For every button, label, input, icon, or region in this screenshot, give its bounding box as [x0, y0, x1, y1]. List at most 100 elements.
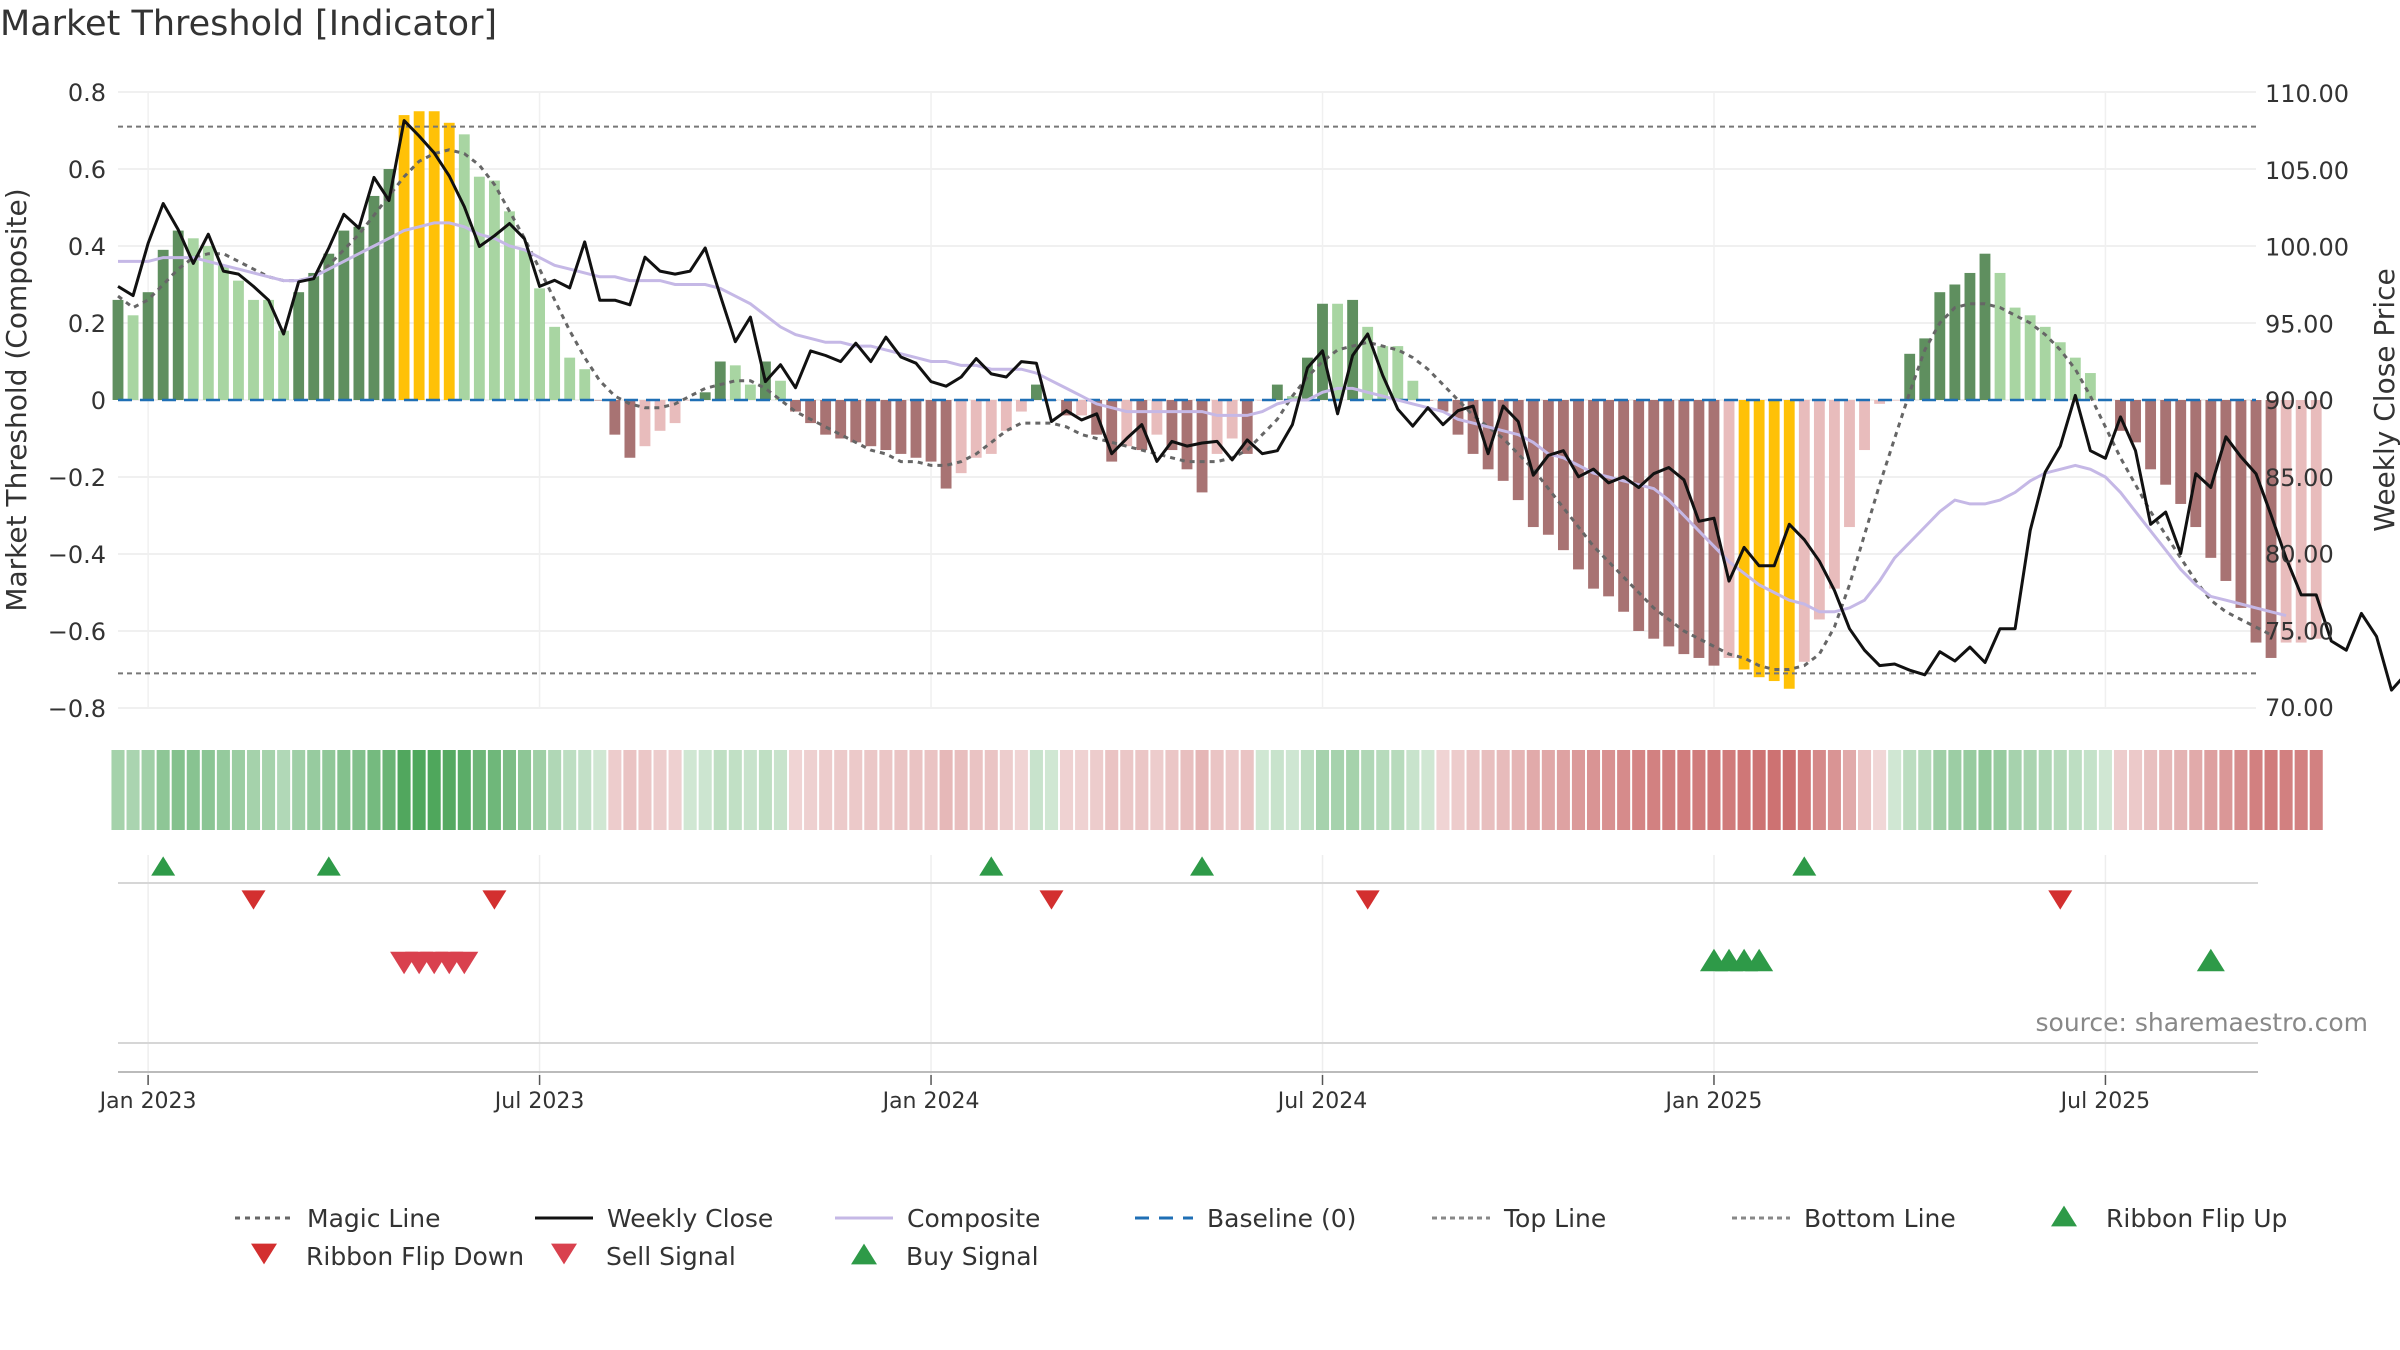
ribbon-cell: [1090, 750, 1104, 830]
threshold-bar: [985, 400, 997, 454]
threshold-bar: [910, 400, 922, 458]
ribbon-cell: [246, 750, 261, 830]
ribbon-cell: [1255, 750, 1269, 830]
ribbon-cell: [1812, 750, 1826, 830]
threshold-bar: [1000, 400, 1012, 431]
legend-label: Baseline (0): [1207, 1204, 1356, 1233]
left-tick-label: 0: [91, 387, 106, 415]
ribbon-cell: [2159, 750, 2173, 830]
ribbon-cell: [1075, 750, 1089, 830]
threshold-bar: [1527, 400, 1539, 528]
ribbon-cell: [578, 750, 592, 830]
threshold-bar: [2280, 400, 2292, 643]
legend: Magic Line Weekly Close Composite Baseline …: [235, 1204, 2287, 1271]
threshold-bar: [202, 246, 214, 400]
ribbon-cell: [2129, 750, 2143, 830]
ribbon-cell: [2083, 750, 2097, 830]
threshold-bar: [413, 111, 425, 400]
ribbon-cell: [879, 750, 893, 830]
ribbon-cell: [1767, 750, 1781, 830]
ribbon-cell: [141, 750, 155, 830]
buy-signal-marker: [1745, 948, 1774, 972]
threshold-bar: [2220, 400, 2232, 581]
ribbon-cell: [2234, 750, 2248, 830]
threshold-bar: [1181, 400, 1193, 470]
threshold-bar: [1347, 299, 1359, 400]
threshold-bar: [2160, 400, 2172, 485]
ribbon-cell: [487, 750, 501, 830]
ribbon-cell: [909, 750, 923, 830]
legend-label: Sell Signal: [606, 1242, 736, 1271]
threshold-bar: [1859, 400, 1870, 451]
ribbon-strip: [111, 750, 2323, 830]
ribbon-cell: [1496, 750, 1510, 830]
threshold-bar: [1211, 400, 1223, 454]
threshold-bar: [1934, 292, 1946, 400]
ribbon-flip-up-marker: [316, 856, 341, 876]
threshold-bar: [1151, 400, 1163, 435]
threshold-bar: [2235, 400, 2247, 608]
ribbon-cell: [1918, 750, 1932, 830]
ribbon-cell: [1240, 750, 1254, 830]
threshold-bar: [1798, 400, 1810, 662]
ribbon-cell: [201, 750, 215, 830]
threshold-bar: [1061, 400, 1072, 416]
ribbon-cell: [216, 750, 230, 830]
ribbon-cell: [1361, 750, 1375, 830]
threshold-bar: [338, 230, 350, 400]
ribbon-cell: [262, 750, 276, 830]
ribbon-cell: [1376, 750, 1390, 830]
threshold-bar: [579, 369, 591, 400]
ribbon-cell: [1346, 750, 1360, 830]
chart-lines: [117, 119, 2400, 692]
threshold-bar: [835, 400, 847, 439]
threshold-bar: [1031, 384, 1042, 400]
ribbon-cell: [1481, 750, 1495, 830]
threshold-bar: [2175, 400, 2187, 504]
ribbon-cell: [1903, 750, 1917, 830]
right-tick-label: 85.00: [2265, 464, 2334, 492]
threshold-bar: [2024, 315, 2036, 400]
ribbon-cell: [1044, 750, 1059, 830]
ribbon-cell: [1391, 750, 1405, 830]
right-tick-label: 75.00: [2265, 617, 2334, 645]
ribbon-cell: [984, 750, 998, 830]
ribbon-cell: [548, 750, 562, 830]
ribbon-cell: [743, 750, 757, 830]
right-tick-label: 90.00: [2265, 387, 2334, 415]
ribbon-flip-up-marker: [1792, 856, 1817, 876]
threshold-bar: [1663, 400, 1675, 647]
threshold-bar: [790, 400, 801, 412]
threshold-bar: [323, 253, 335, 400]
ribbon-cell: [1195, 750, 1209, 830]
x-tick-label: Jul 2023: [493, 1089, 585, 1114]
ribbon-cell: [773, 750, 788, 830]
threshold-bar: [2115, 400, 2126, 431]
threshold-bar: [1618, 400, 1630, 612]
ribbon-cell: [2098, 750, 2112, 830]
threshold-bar: [594, 400, 606, 401]
threshold-bar: [925, 400, 937, 462]
ribbon-cell: [1602, 750, 1616, 830]
threshold-bar: [2205, 400, 2217, 558]
threshold-bar: [2084, 373, 2096, 400]
ribbon-cell: [1677, 750, 1691, 830]
ribbon-cell: [2294, 750, 2308, 830]
ribbon-cell: [1331, 750, 1345, 830]
ribbon-cell: [517, 750, 532, 830]
ribbon-cell: [382, 750, 396, 830]
threshold-bar: [1226, 400, 1238, 439]
x-tick-label: Jul 2025: [2059, 1089, 2151, 1114]
threshold-bar: [850, 400, 862, 443]
threshold-bar: [1994, 272, 2006, 400]
ribbon-cell: [171, 750, 185, 830]
threshold-bar: [699, 392, 711, 400]
ribbon-cell: [1165, 750, 1179, 830]
ribbon-cell: [352, 750, 366, 830]
ribbon-cell: [593, 750, 607, 830]
threshold-bar: [263, 299, 274, 400]
left-tick-label: −0.2: [48, 464, 106, 492]
ribbon-cell: [2174, 750, 2188, 830]
threshold-bar: [820, 400, 832, 435]
